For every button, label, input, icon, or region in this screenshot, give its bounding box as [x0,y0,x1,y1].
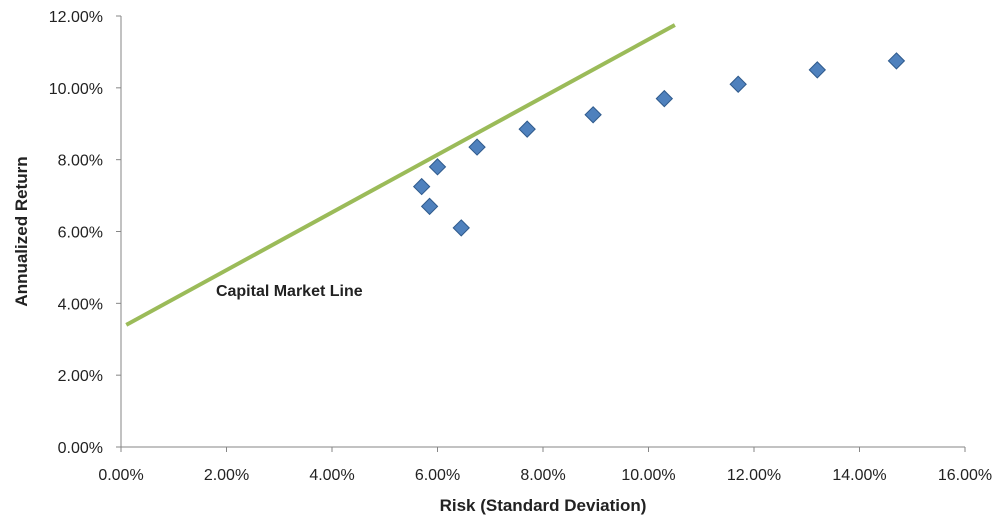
x-tick-label: 10.00% [621,467,675,484]
y-tick-label: 10.00% [49,81,103,98]
y-tick-label: 4.00% [58,296,103,313]
capital-market-line [125,23,676,327]
data-point-diamond [729,75,747,93]
x-tick-label: 6.00% [415,467,460,484]
data-point-diamond [412,177,431,196]
y-axis-title: Annualized Return [12,156,31,306]
data-point-diamond [887,52,906,70]
data-point-diamond [420,197,439,216]
data-point-diamond [655,89,674,108]
y-tick-label: 0.00% [58,440,103,457]
data-point-diamond [584,106,602,124]
capital-market-line-layer [125,23,676,327]
annotations-layer: Capital Market Line [216,283,363,300]
x-axis-ticks: 0.00% 2.00% 4.00% 6.00% 8.00% 10.00% 12.00% 14.… [98,447,992,484]
data-points-layer [412,52,906,237]
data-point-diamond [428,158,447,176]
annotation-label: Capital Market Line [216,283,363,300]
y-axis-ticks: 0.00% 2.00% 4.00% 6.00% 8.00% 10.00% 12.00% [49,9,121,457]
x-tick-label: 0.00% [98,467,143,484]
x-tick-label: 16.00% [938,467,992,484]
data-point-diamond [808,61,827,79]
x-tick-label: 14.00% [832,467,886,484]
x-tick-label: 8.00% [520,467,565,484]
x-tick-label: 2.00% [204,467,249,484]
x-tick-label: 4.00% [309,467,354,484]
x-axis-title: Risk (Standard Deviation) [440,496,647,515]
data-point-diamond [452,219,470,237]
data-point-diamond [518,120,536,138]
y-tick-label: 12.00% [49,9,103,26]
data-point-diamond [468,138,486,156]
y-tick-label: 8.00% [58,153,103,170]
x-tick-label: 12.00% [727,467,781,484]
y-tick-label: 6.00% [58,225,103,242]
y-tick-label: 2.00% [58,368,103,385]
